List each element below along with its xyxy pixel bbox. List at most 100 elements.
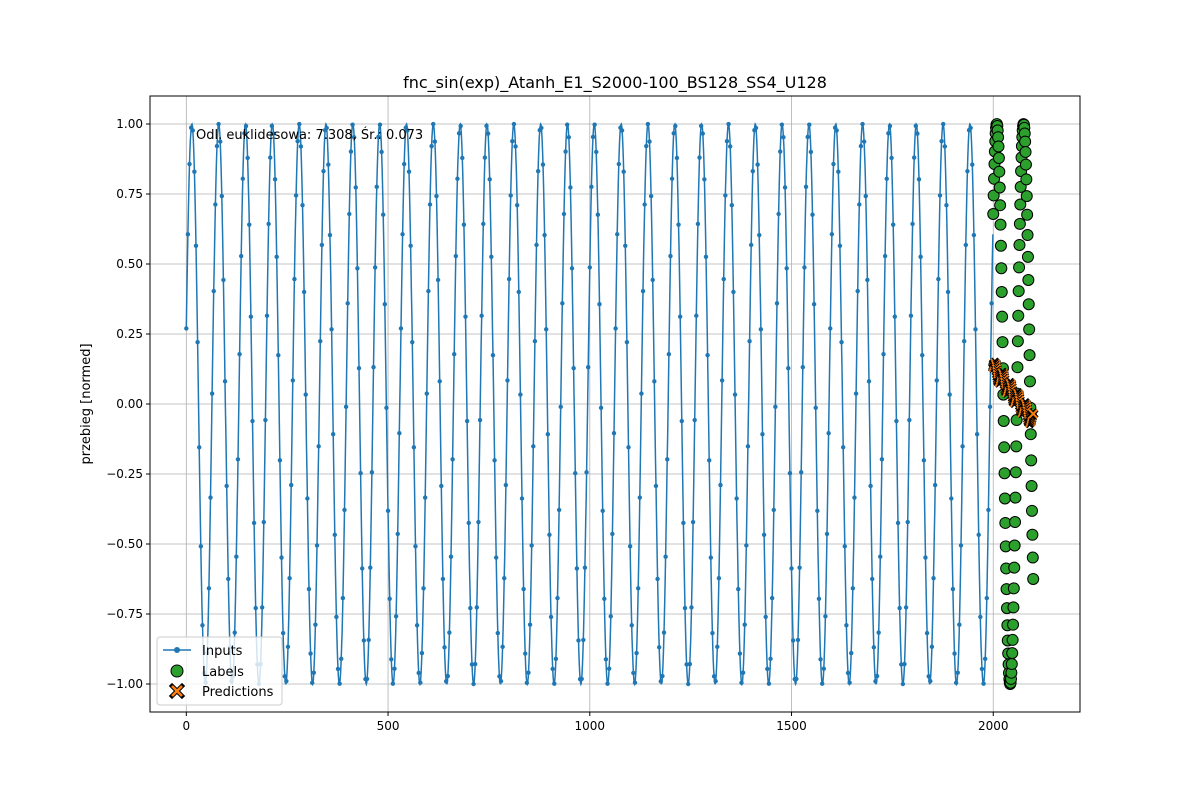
inputs-point <box>524 680 530 685</box>
inputs-point <box>316 444 321 449</box>
inputs-point <box>585 365 591 370</box>
label-point <box>1011 335 1024 348</box>
inputs-point <box>366 637 371 643</box>
inputs-point <box>518 392 523 397</box>
inputs-point <box>479 313 484 318</box>
inputs-point <box>384 405 389 410</box>
inputs-point <box>616 161 622 167</box>
inputs-point <box>844 623 849 628</box>
inputs-point <box>608 614 613 619</box>
inputs-point <box>351 135 357 140</box>
inputs-point <box>242 131 247 136</box>
inputs-point <box>292 276 297 282</box>
legend: Inputs Labels Predictions <box>156 636 283 706</box>
inputs-point <box>707 458 712 463</box>
inputs-point <box>324 125 329 131</box>
label-point <box>1023 375 1036 388</box>
inputs-point <box>816 596 822 602</box>
label-point <box>994 218 1007 231</box>
inputs-point <box>234 554 239 559</box>
inputs-point <box>600 508 605 514</box>
inputs-point <box>723 193 728 198</box>
inputs-point <box>503 482 509 488</box>
inputs-point <box>978 614 983 620</box>
inputs-point <box>648 193 654 199</box>
inputs-point <box>739 680 744 685</box>
inputs-point <box>957 622 962 627</box>
chart-annotation: Odl. euklidesowa: 7.308, Śr.: 0.073 <box>196 127 423 143</box>
inputs-point <box>544 327 549 332</box>
inputs-point <box>200 623 205 628</box>
inputs-point <box>805 134 810 140</box>
inputs-point <box>472 661 478 667</box>
inputs-point <box>736 586 741 592</box>
inputs-point <box>308 651 313 656</box>
y-tick-label: −1.00 <box>106 677 143 691</box>
inputs-point <box>682 605 688 611</box>
inputs-point <box>944 202 949 208</box>
inputs-point <box>282 674 287 679</box>
y-tick-label: 1.00 <box>116 117 143 131</box>
inputs-point <box>584 470 589 475</box>
inputs-point <box>208 495 213 500</box>
inputs-point <box>952 651 957 656</box>
label-point <box>987 189 1000 202</box>
inputs-point <box>458 123 463 129</box>
inputs-point <box>760 431 765 437</box>
inputs-point <box>635 586 641 591</box>
inputs-point <box>295 139 300 144</box>
inputs-point <box>936 276 941 282</box>
inputs-point <box>497 674 502 679</box>
inputs-point <box>534 242 539 248</box>
inputs-point <box>301 289 307 295</box>
inputs-point <box>490 352 496 358</box>
inputs-point <box>413 544 418 549</box>
inputs-point <box>744 543 749 548</box>
inputs-point <box>526 670 531 675</box>
label-point <box>1026 551 1039 564</box>
inputs-point <box>671 131 676 136</box>
x-tick-label: 1500 <box>776 719 807 733</box>
inputs-point <box>865 277 870 283</box>
inputs-point <box>676 222 681 227</box>
label-point <box>1008 561 1021 574</box>
inputs-point <box>326 162 331 167</box>
inputs-point <box>439 483 444 489</box>
inputs-point <box>190 128 195 133</box>
label-point <box>1021 229 1034 242</box>
label-point <box>993 165 1006 178</box>
inputs-point <box>330 431 336 437</box>
inputs-point <box>466 520 471 526</box>
inputs-point <box>272 177 278 182</box>
inputs-point <box>626 445 631 450</box>
inputs-point <box>913 123 918 129</box>
inputs-point <box>289 482 294 488</box>
label-point <box>1008 539 1021 552</box>
inputs-point <box>405 128 410 133</box>
label-point <box>1014 198 1027 211</box>
inputs-point <box>861 139 867 144</box>
inputs-point <box>834 128 839 133</box>
inputs-point <box>460 155 465 161</box>
inputs-point <box>266 221 271 227</box>
inputs-point <box>823 614 828 619</box>
label-point <box>1010 440 1023 453</box>
label-point <box>1025 479 1038 492</box>
inputs-point <box>694 313 699 318</box>
label-point <box>1007 582 1020 595</box>
label-point <box>1025 504 1038 517</box>
inputs-point <box>702 177 707 182</box>
inputs-point <box>757 232 762 238</box>
inputs-point <box>769 595 775 601</box>
inputs-point <box>918 254 923 260</box>
inputs-point <box>597 302 602 307</box>
label-point <box>1007 618 1020 631</box>
inputs-point <box>382 302 388 307</box>
inputs-point <box>500 644 505 649</box>
label-point <box>1026 528 1039 541</box>
inputs-point <box>687 661 693 667</box>
inputs-point <box>908 313 914 318</box>
inputs-point <box>566 135 572 140</box>
inputs-point <box>945 289 951 295</box>
